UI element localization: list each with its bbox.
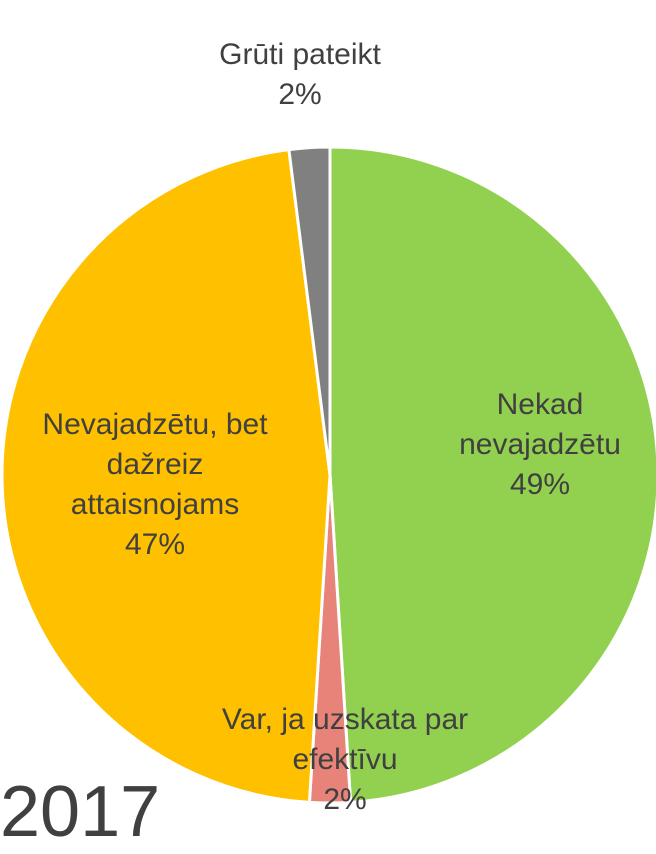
value-label: 2% <box>323 783 367 816</box>
category-label: Grūti pateikt <box>219 38 381 71</box>
category-label: Nevajadzētu, bet dažreiz attaisnojams <box>42 408 268 521</box>
slice-label: Nekad nevajadzētu 49% <box>430 385 650 505</box>
category-label: Var, ja uzskata par efektīvu <box>221 703 469 776</box>
pie-slice <box>287 145 332 476</box>
slice-label: Nevajadzētu, bet dažreiz attaisnojams 47% <box>25 405 285 565</box>
slice-label: Var, ja uzskata par efektīvu 2% <box>215 700 475 820</box>
pie-slice <box>328 145 656 804</box>
value-label: 2% <box>278 78 322 111</box>
slice-label: Grūti pateikt 2% <box>200 35 400 115</box>
value-label: 49% <box>509 468 571 501</box>
category-label: Nekad nevajadzētu <box>459 388 621 461</box>
pie-slice <box>0 147 332 804</box>
chart-title: 2017 <box>0 772 161 852</box>
value-label: 47% <box>124 528 186 561</box>
